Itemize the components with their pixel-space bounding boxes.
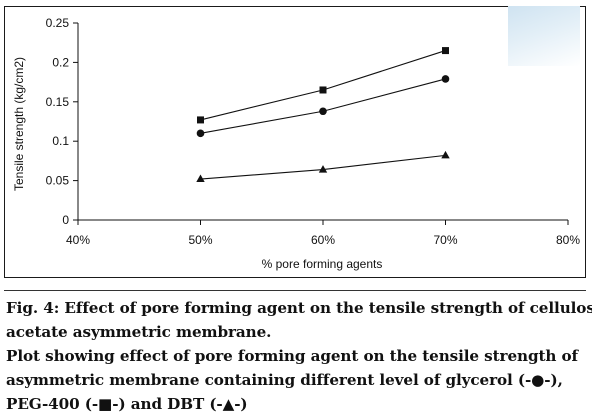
caption-divider [4, 290, 586, 291]
caption-line-3: Plot showing effect of pore forming agen… [6, 347, 578, 365]
data-point-triangle [441, 150, 450, 159]
data-point-square [319, 86, 327, 94]
data-point-circle [441, 75, 450, 83]
y-tick-label: 0.05 [46, 174, 70, 188]
y-tick-label: 0.2 [52, 55, 69, 69]
y-tick-label: 0.1 [52, 134, 69, 148]
x-tick-label: 60% [311, 233, 335, 247]
line-chart: 0 0.05 0.1 0.15 0.2 0.25 40% 50% 60% 70% 80% % por… [12, 16, 581, 271]
figure-caption: Fig. 4: Effect of pore forming agent on … [6, 296, 592, 416]
series-triangle [196, 150, 450, 183]
y-tick-label: 0.25 [46, 16, 70, 30]
x-axis-title: % pore forming agents [262, 257, 383, 271]
data-point-circle [319, 107, 327, 116]
caption-line-1: Fig. 4: Effect of pore forming agent on … [6, 299, 592, 317]
series-circle [196, 75, 450, 138]
y-tick-label: 0.15 [46, 95, 70, 109]
caption-line-2: acetate asymmetric membrane. [6, 323, 272, 341]
series-layer [196, 47, 450, 183]
data-point-triangle [196, 174, 205, 183]
chart-frame [4, 6, 586, 278]
x-tick-label: 80% [556, 233, 580, 247]
data-point-triangle [318, 165, 328, 173]
x-tick-label: 70% [433, 233, 457, 247]
y-tick-label: 0 [62, 213, 69, 227]
caption-line-4: asymmetric membrane containing different… [6, 371, 563, 389]
data-point-square [197, 116, 204, 124]
x-tick-label: 40% [66, 233, 90, 247]
x-tick-label: 50% [188, 233, 212, 247]
axes: 0 0.05 0.1 0.15 0.2 0.25 40% 50% 60% 70% 80% [46, 16, 581, 247]
data-point-circle [196, 129, 205, 138]
series-square [197, 47, 449, 124]
caption-line-5: PEG-400 (-■-) and DBT (-▲-) [6, 395, 248, 413]
y-axis-title: Tensile strength (kg/cm2) [12, 57, 26, 191]
data-point-square [442, 47, 449, 55]
corner-decoration [508, 6, 580, 66]
